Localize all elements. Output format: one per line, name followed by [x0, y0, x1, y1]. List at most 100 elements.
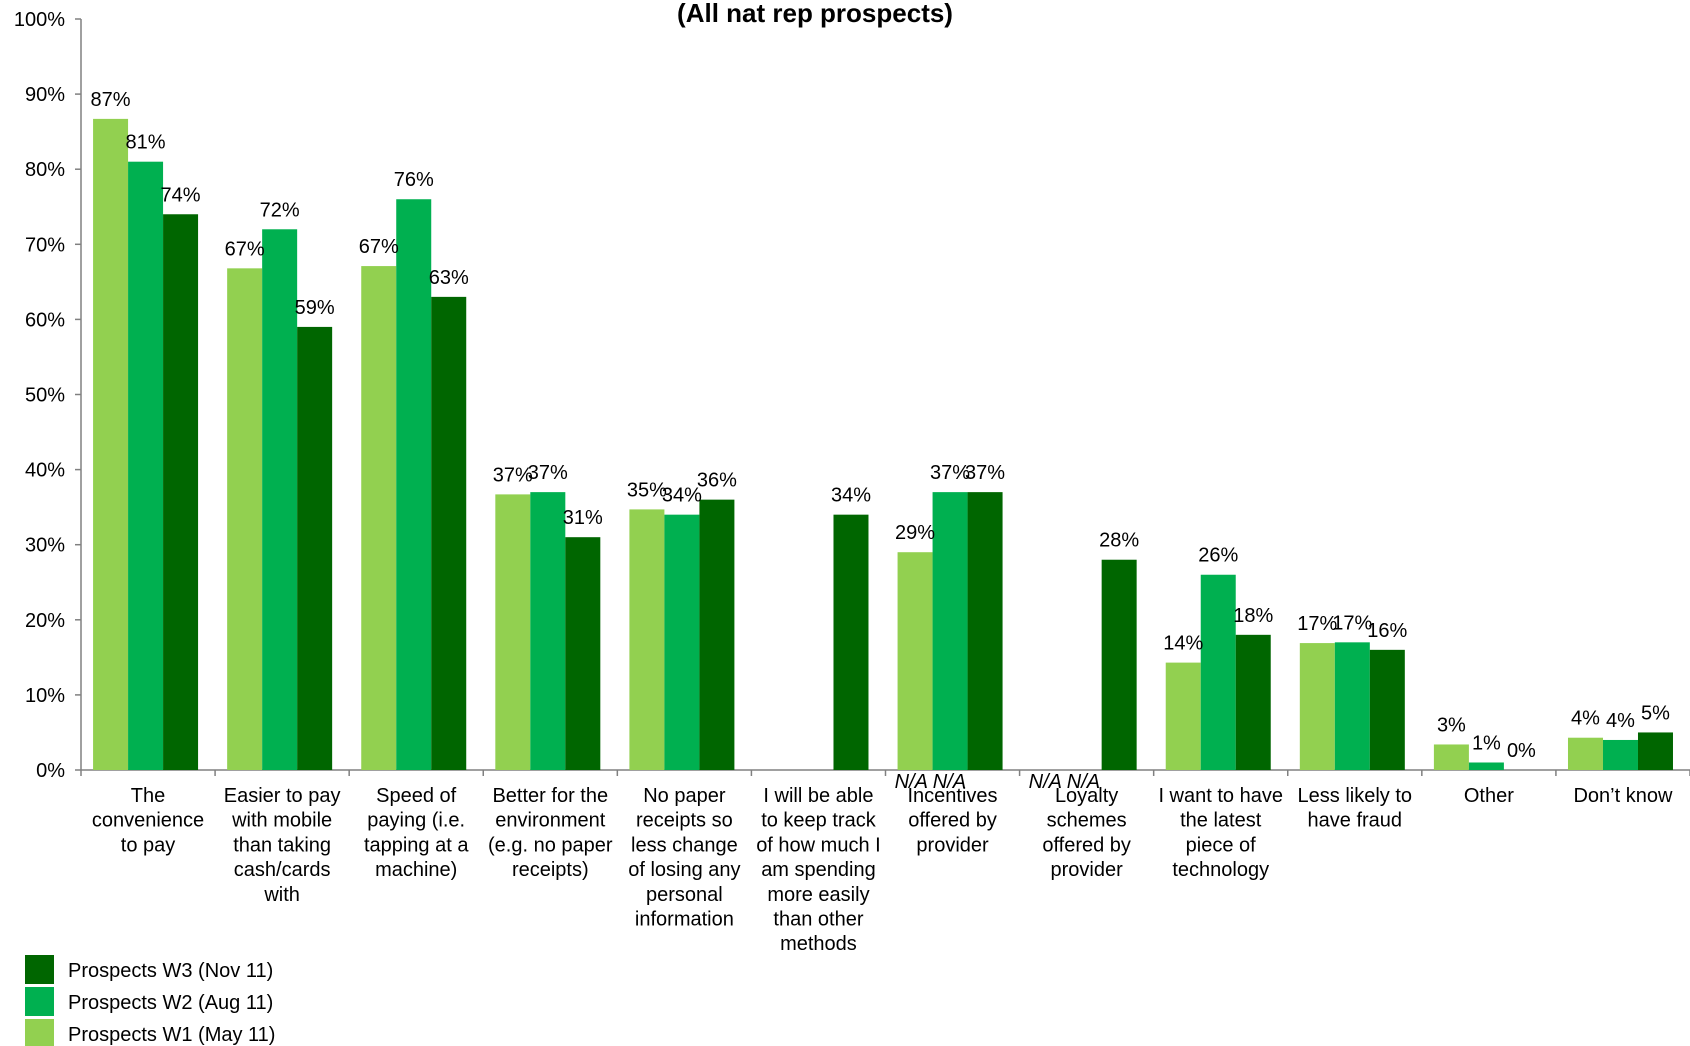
category-label: The convenience to pay	[92, 785, 204, 856]
data-label: 17%	[1297, 613, 1337, 635]
data-label: 3%	[1437, 714, 1466, 736]
category-label-line: Other	[1464, 785, 1514, 807]
bar	[227, 268, 263, 770]
bar	[361, 266, 397, 770]
category-label-line: am spending	[761, 859, 876, 881]
category-label-line: methods	[780, 933, 857, 955]
data-label: 72%	[260, 199, 300, 221]
data-label: 36%	[697, 470, 737, 492]
category-label-line: paying (i.e.	[367, 810, 465, 832]
category-label-line: Incentives	[908, 785, 998, 807]
bar	[897, 552, 933, 770]
category-label-line: Speed of	[376, 785, 457, 807]
bar	[1567, 737, 1603, 770]
bar	[495, 494, 531, 770]
category-label-line: provider	[916, 834, 989, 856]
bar	[833, 514, 869, 770]
data-label: 67%	[359, 236, 399, 258]
category-label: I want to have the latest piece of technolo…	[1158, 785, 1283, 881]
legend-label: Prospects W1 (May 11)	[68, 1024, 275, 1046]
bar	[1334, 642, 1370, 770]
y-tick-label: 60%	[25, 309, 65, 331]
category-label: Incentives offered by provider	[908, 785, 998, 856]
category-label-line: information	[635, 909, 734, 931]
bar	[1369, 649, 1405, 770]
category-label: Speed of paying (i.e. tapping at a machine)	[364, 785, 469, 881]
category-label-line: to keep track	[761, 810, 877, 832]
category-label-line: than taking	[233, 834, 331, 856]
bar	[1165, 662, 1201, 770]
bar	[1101, 559, 1137, 770]
data-label: 34%	[831, 485, 871, 507]
y-tick-label: 70%	[25, 234, 65, 256]
data-label: 29%	[895, 522, 935, 544]
category-label-line: of how much I	[756, 834, 881, 856]
category-label-line: I will be able	[763, 785, 873, 807]
data-label: 37%	[930, 462, 970, 484]
bar	[396, 199, 432, 771]
data-label: 35%	[627, 479, 667, 501]
data-label: 18%	[1233, 605, 1273, 627]
y-tick-label: 90%	[25, 84, 65, 106]
y-tick-label: 50%	[25, 385, 65, 407]
y-tick-label: 20%	[25, 610, 65, 632]
legend-label: Prospects W3 (Nov 11)	[68, 960, 273, 982]
bar	[1299, 643, 1335, 770]
bar	[1602, 739, 1638, 770]
data-label: 1%	[1472, 732, 1501, 754]
bar	[128, 161, 164, 770]
category-label-line: with mobile	[231, 810, 332, 832]
bar	[530, 492, 566, 770]
data-label: 76%	[394, 169, 434, 191]
category-label-line: less change	[631, 834, 738, 856]
y-tick-label: 40%	[25, 460, 65, 482]
y-tick-label: 100%	[14, 9, 65, 31]
data-label: 74%	[161, 184, 201, 206]
category-label-line: environment	[495, 810, 606, 832]
category-label-line: more easily	[767, 884, 869, 906]
data-label: 4%	[1606, 710, 1635, 732]
category-label-line: receipts)	[512, 859, 589, 881]
category-label-line: to pay	[121, 834, 175, 856]
category-label: Less likely to have fraud	[1298, 785, 1413, 832]
data-label: 37%	[493, 464, 533, 486]
bars	[93, 118, 1673, 771]
data-label: 28%	[1099, 530, 1139, 552]
category-label-line: of losing any	[628, 859, 740, 881]
category-label: Easier to pay with mobile than taking cash/…	[224, 785, 341, 906]
data-label: 59%	[295, 297, 335, 319]
data-label: 37%	[965, 462, 1005, 484]
y-tick-label: 10%	[25, 685, 65, 707]
bar	[297, 326, 333, 770]
bar	[932, 492, 968, 770]
legend-label: Prospects W2 (Aug 11)	[68, 992, 273, 1014]
category-label-line: receipts so	[636, 810, 733, 832]
category-labels: The convenience to pay Easier to pay with mo…	[92, 785, 1673, 955]
value-labels: 87% 67% 67% 37% 35% 29% 14% 17% 3% 4% 81% 72% 76% 37%…	[91, 89, 1671, 793]
data-label: 31%	[563, 507, 603, 529]
bar	[565, 537, 601, 770]
category-label: Don’t know	[1573, 785, 1672, 807]
category-label-line: offered by	[908, 810, 997, 832]
data-label: 26%	[1198, 545, 1238, 567]
data-label: 17%	[1332, 612, 1372, 634]
y-tick-label: 0%	[36, 760, 65, 782]
category-label-line: The	[131, 785, 165, 807]
legend-swatch	[25, 955, 54, 984]
data-label: 81%	[126, 132, 166, 154]
na-label: N/A N/A	[1029, 771, 1101, 793]
category-label-line: Loyalty	[1055, 785, 1118, 807]
category-label-line: than other	[773, 909, 863, 931]
category-label-line: No paper	[643, 785, 726, 807]
category-label-line: I want to have	[1158, 785, 1283, 807]
data-label: 16%	[1367, 620, 1407, 642]
bar	[967, 492, 1003, 770]
y-tick-label: 80%	[25, 159, 65, 181]
category-label: Other	[1464, 785, 1514, 807]
category-label: Better for the environment (e.g. no paper r…	[488, 785, 613, 881]
data-label: 5%	[1641, 702, 1670, 724]
bar	[93, 118, 129, 771]
chart-title: (All nat rep prospects)	[677, 0, 953, 28]
bar	[262, 229, 298, 770]
